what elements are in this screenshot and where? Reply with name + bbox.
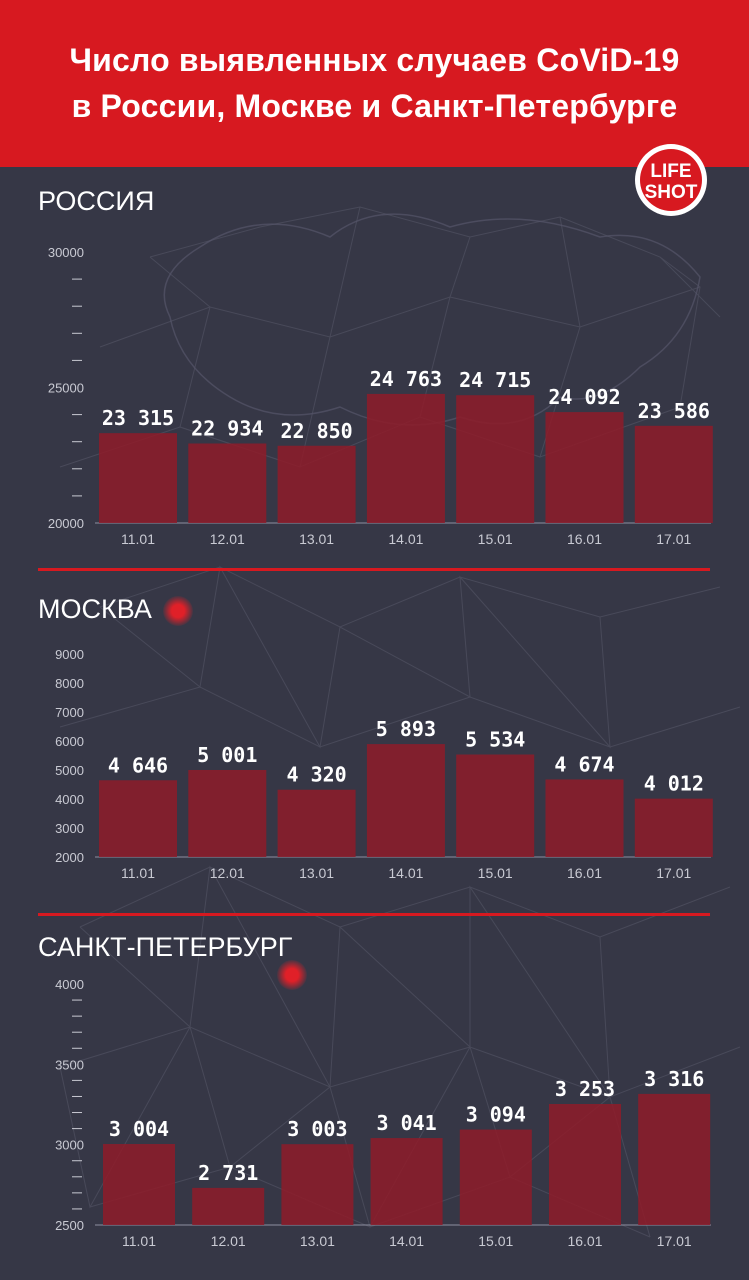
divider-2 (38, 913, 710, 916)
x-tick-label: 15.01 (478, 531, 513, 547)
bar (277, 445, 356, 523)
bar-value-label: 24 715 (459, 368, 531, 392)
svg-text:LIFE: LIFE (650, 161, 691, 182)
x-tick-label: 13.01 (300, 1233, 335, 1249)
y-tick-label: 3000 (55, 1138, 84, 1153)
x-tick-label: 16.01 (567, 1233, 602, 1249)
bar-value-label: 23 315 (102, 406, 174, 430)
bar-value-label: 4 012 (644, 772, 704, 796)
bar (456, 754, 535, 857)
bar (634, 798, 713, 857)
page-title-line-1: Число выявленных случаев CoViD-19 (69, 42, 680, 78)
section-title-moscow: МОСКВА (38, 594, 152, 624)
bar (456, 395, 535, 523)
location-marker-moscow (163, 596, 193, 626)
x-tick-label: 12.01 (210, 531, 245, 547)
bar-value-label: 3 003 (287, 1117, 347, 1141)
x-tick-label: 11.01 (121, 531, 155, 547)
bar (192, 1187, 265, 1225)
y-tick-label: 2500 (55, 1218, 84, 1233)
bar (99, 780, 177, 857)
page-title-line-2: в России, Москве и Санкт-Петербурге (71, 88, 678, 124)
bar (103, 1144, 175, 1225)
bar-value-label: 3 316 (644, 1067, 704, 1091)
bar-value-label: 5 893 (376, 717, 436, 741)
x-tick-label: 13.01 (299, 531, 334, 547)
bar-value-label: 3 004 (109, 1117, 169, 1141)
x-tick-label: 17.01 (656, 531, 691, 547)
bar (366, 393, 445, 523)
bar-value-label: 23 586 (638, 399, 710, 423)
chart-russia: 20000 25000 30000 23 315 11.01 22 934 12.01 22 … (48, 245, 713, 547)
bar-value-label: 5 001 (197, 743, 257, 767)
bar (281, 1144, 354, 1225)
bar (634, 425, 713, 523)
svg-text:SHOT: SHOT (645, 182, 698, 203)
header-banner: Число выявленных случаев CoViD-19 в Росс… (0, 0, 749, 167)
bar (188, 769, 267, 857)
x-tick-label: 12.01 (211, 1233, 246, 1249)
y-tick-label: 3500 (55, 1057, 84, 1072)
section-title-spb: САНКТ-ПЕТЕРБУРГ (38, 932, 293, 962)
y-tick-label: 3000 (55, 821, 84, 836)
y-tick-label: 7000 (55, 705, 84, 720)
bar-value-label: 22 934 (191, 416, 263, 440)
bar-value-label: 4 674 (554, 752, 614, 776)
x-tick-label: 13.01 (299, 865, 334, 881)
bar (549, 1104, 621, 1225)
x-tick-label: 16.01 (567, 531, 602, 547)
bar-value-label: 22 850 (280, 419, 352, 443)
bar-value-label: 4 320 (286, 763, 346, 787)
bar-value-label: 3 041 (376, 1111, 436, 1135)
bar-value-label: 3 253 (555, 1077, 615, 1101)
x-tick-label: 17.01 (657, 1233, 692, 1249)
y-tick-label: 4000 (55, 792, 84, 807)
bar (545, 412, 624, 523)
location-marker-spb (277, 960, 307, 990)
x-tick-label: 17.01 (656, 865, 691, 881)
bar-value-label: 24 092 (548, 385, 620, 409)
bar (370, 1138, 443, 1225)
section-title-russia: РОССИЯ (38, 186, 155, 216)
y-tick-label: 8000 (55, 676, 84, 691)
bar (459, 1129, 532, 1225)
y-tick-label: 30000 (48, 245, 84, 260)
bar (638, 1093, 711, 1225)
bar (366, 744, 445, 857)
bar-value-label: 2 731 (198, 1161, 258, 1185)
x-tick-label: 14.01 (389, 1233, 424, 1249)
x-tick-label: 11.01 (122, 1233, 156, 1249)
chart-moscow: 2000 3000 4000 5000 6000 7000 8000 9000 4 646 11.… (55, 647, 713, 881)
x-tick-label: 11.01 (121, 865, 155, 881)
bar (545, 779, 624, 857)
bar (188, 443, 267, 523)
bar-value-label: 4 646 (108, 753, 168, 777)
y-tick-label: 6000 (55, 734, 84, 749)
y-tick-label: 4000 (55, 977, 84, 992)
x-tick-label: 16.01 (567, 865, 602, 881)
x-tick-label: 14.01 (388, 865, 423, 881)
bar (99, 433, 177, 523)
x-tick-label: 12.01 (210, 865, 245, 881)
x-tick-label: 15.01 (478, 1233, 513, 1249)
bar-value-label: 24 763 (370, 367, 442, 391)
lifeshot-logo: LIFE SHOT (635, 144, 707, 216)
y-tick-label: 2000 (55, 850, 84, 865)
y-tick-label: 9000 (55, 647, 84, 662)
y-tick-label: 25000 (48, 381, 84, 396)
bar-value-label: 3 094 (466, 1103, 526, 1127)
x-tick-label: 15.01 (478, 865, 513, 881)
chart-spb: 2500 3000 3500 4000 3 004 11.01 2 731 12.01 3 00… (55, 977, 711, 1249)
y-tick-label: 5000 (55, 763, 84, 778)
bar-value-label: 5 534 (465, 728, 525, 752)
x-tick-label: 14.01 (388, 531, 423, 547)
bar (277, 789, 356, 857)
divider-1 (38, 568, 710, 571)
y-tick-label: 20000 (48, 516, 84, 531)
